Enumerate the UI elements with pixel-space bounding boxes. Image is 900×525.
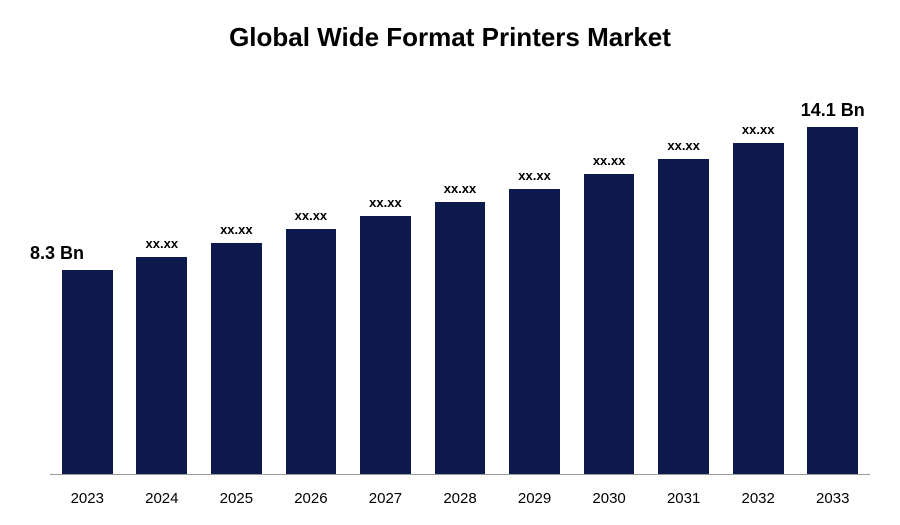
x-axis-label: 2025 [199, 490, 274, 507]
x-axis-line [50, 474, 870, 475]
bar-value-label: xx.xx [146, 236, 179, 251]
bar-group: xx.xx [423, 80, 498, 475]
chart-area: 8.3 Bn xx.xx xx.xx xx.xx xx.xx xx.xx xx.xx xx.x… [50, 80, 870, 475]
bar-value-label: xx.xx [444, 181, 477, 196]
bar-value-label: xx.xx [518, 168, 551, 183]
bar-group: xx.xx [199, 80, 274, 475]
x-axis-label: 2031 [646, 490, 721, 507]
bar [435, 202, 486, 475]
x-axis-label: 2027 [348, 490, 423, 507]
bar-group: xx.xx [125, 80, 200, 475]
bar-value-label: xx.xx [667, 138, 700, 153]
bar [62, 270, 113, 475]
bar-value-label: xx.xx [220, 222, 253, 237]
chart-title: Global Wide Format Printers Market [0, 0, 900, 53]
x-axis-label: 2030 [572, 490, 647, 507]
bar [733, 143, 784, 475]
bar-group: xx.xx [721, 80, 796, 475]
bar-group: 8.3 Bn [50, 80, 125, 475]
bar-value-label: xx.xx [295, 208, 328, 223]
x-axis-labels: 2023202420252026202720282029203020312032… [50, 490, 870, 507]
bar [807, 127, 858, 475]
bar [509, 189, 560, 475]
x-axis-label: 2032 [721, 490, 796, 507]
bar-group: xx.xx [497, 80, 572, 475]
bar-value-label: 14.1 Bn [801, 100, 865, 121]
x-axis-label: 2026 [274, 490, 349, 507]
bars-container: 8.3 Bn xx.xx xx.xx xx.xx xx.xx xx.xx xx.xx xx.x… [50, 80, 870, 475]
bar-value-label: xx.xx [742, 122, 775, 137]
x-axis-label: 2033 [795, 490, 870, 507]
bar-group: xx.xx [274, 80, 349, 475]
bar [584, 174, 635, 475]
bar [658, 159, 709, 475]
bar-group: xx.xx [572, 80, 647, 475]
x-axis-label: 2028 [423, 490, 498, 507]
bar [136, 257, 187, 475]
bar-value-label: xx.xx [369, 195, 402, 210]
x-axis-label: 2023 [50, 490, 125, 507]
bar-group: 14.1 Bn [795, 80, 870, 475]
bar [360, 216, 411, 475]
x-axis-label: 2024 [125, 490, 200, 507]
bar [211, 243, 262, 475]
bar-group: xx.xx [646, 80, 721, 475]
x-axis-label: 2029 [497, 490, 572, 507]
bar [286, 229, 337, 475]
bar-group: xx.xx [348, 80, 423, 475]
bar-value-label: 8.3 Bn [30, 243, 84, 264]
bar-value-label: xx.xx [593, 153, 626, 168]
